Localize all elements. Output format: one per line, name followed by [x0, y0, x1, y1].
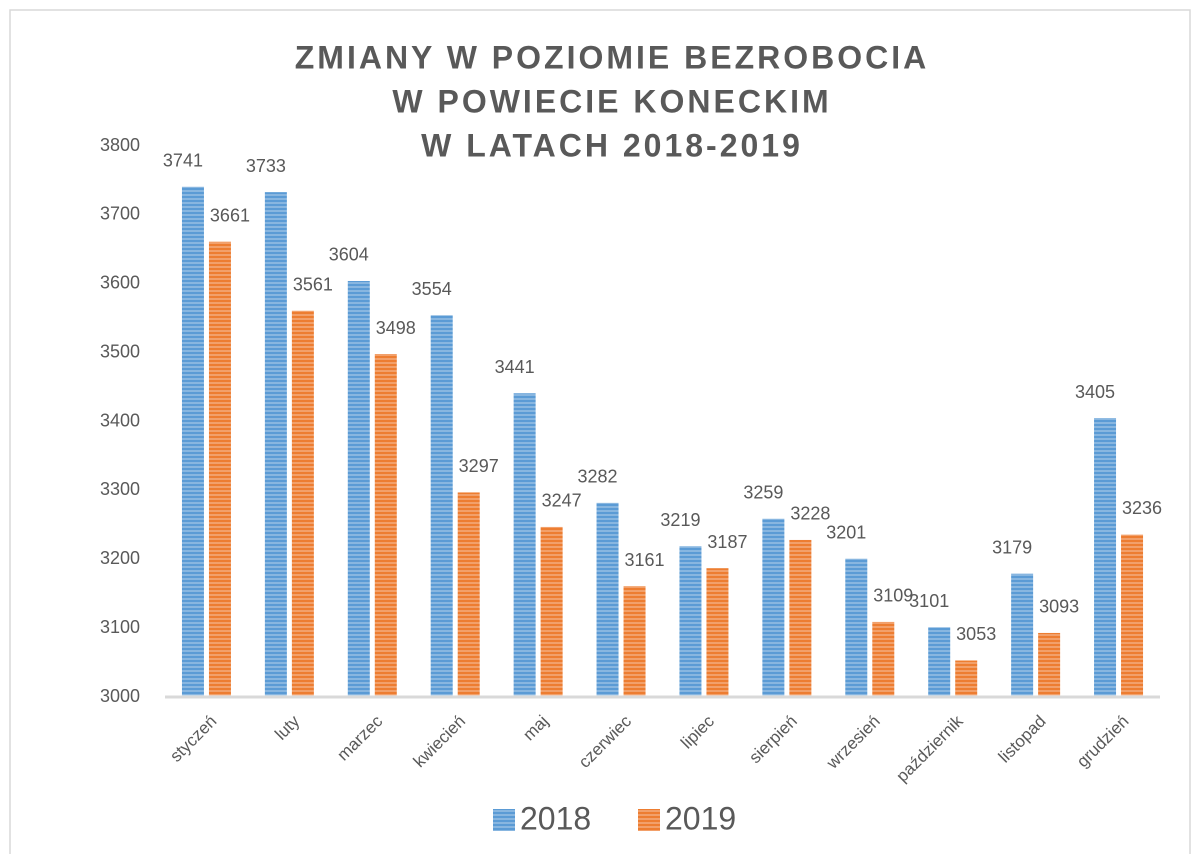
bar: [623, 586, 646, 697]
bar: [540, 526, 563, 697]
bar: [208, 241, 231, 697]
data-label: 3405: [1075, 382, 1115, 402]
data-label: 3604: [329, 245, 369, 265]
legend-label: 2019: [665, 800, 736, 836]
bar: [264, 192, 287, 698]
legend-label: 2018: [520, 800, 591, 836]
data-label: 3561: [293, 274, 333, 294]
bar: [845, 558, 868, 697]
data-label: 3109: [873, 586, 913, 606]
data-label: 3441: [495, 357, 535, 377]
data-label: 3161: [625, 550, 665, 570]
data-label: 3259: [743, 482, 783, 502]
chart-title: ZMIANY W POZIOMIE BEZROBOCIA: [295, 39, 930, 75]
data-label: 3741: [163, 150, 203, 170]
data-label: 3053: [956, 624, 996, 644]
data-label: 3101: [909, 591, 949, 611]
bar: [457, 492, 480, 697]
data-label: 3733: [246, 156, 286, 176]
bar: [513, 393, 536, 697]
data-label: 3498: [376, 318, 416, 338]
data-label: 3187: [707, 532, 747, 552]
bar: [291, 310, 314, 697]
bar: [1011, 573, 1034, 697]
data-label: 3282: [578, 467, 618, 487]
data-label: 3201: [826, 522, 866, 542]
bar: [928, 627, 951, 697]
bar: [679, 546, 702, 697]
data-label: 3179: [992, 537, 1032, 557]
y-tick-label: 3400: [100, 410, 140, 430]
y-tick-label: 3500: [100, 341, 140, 361]
y-tick-label: 3100: [100, 617, 140, 637]
chart-frame: [9, 9, 1191, 854]
bar: [872, 621, 895, 697]
bar: [706, 568, 729, 697]
y-tick-label: 3000: [100, 686, 140, 706]
bar: [596, 502, 619, 697]
y-tick-label: 3700: [100, 204, 140, 224]
y-tick-label: 3200: [100, 548, 140, 568]
data-label: 3228: [790, 504, 830, 524]
y-tick-label: 3300: [100, 479, 140, 499]
data-label: 3219: [660, 510, 700, 530]
data-label: 3247: [542, 491, 582, 511]
legend-swatch: [638, 809, 660, 831]
data-label: 3661: [210, 205, 250, 225]
chart-title: W LATACH 2018-2019: [421, 127, 803, 163]
bar: [430, 315, 453, 697]
data-label: 3554: [412, 279, 452, 299]
bar: [762, 518, 785, 697]
bar: [181, 186, 204, 698]
y-tick-label: 3600: [100, 273, 140, 293]
bar: [1038, 632, 1061, 697]
bar: [347, 280, 370, 697]
y-tick-label: 3800: [100, 135, 140, 155]
data-label: 3297: [459, 456, 499, 476]
legend-swatch: [493, 809, 515, 831]
bar: [1094, 418, 1117, 697]
bar: [955, 660, 978, 697]
data-label: 3093: [1039, 597, 1079, 617]
bar: [374, 354, 397, 697]
bar: [1121, 534, 1144, 697]
data-label: 3236: [1122, 498, 1162, 518]
bar: [789, 539, 812, 697]
chart-title: W POWIECIE KONECKIM: [392, 83, 831, 119]
